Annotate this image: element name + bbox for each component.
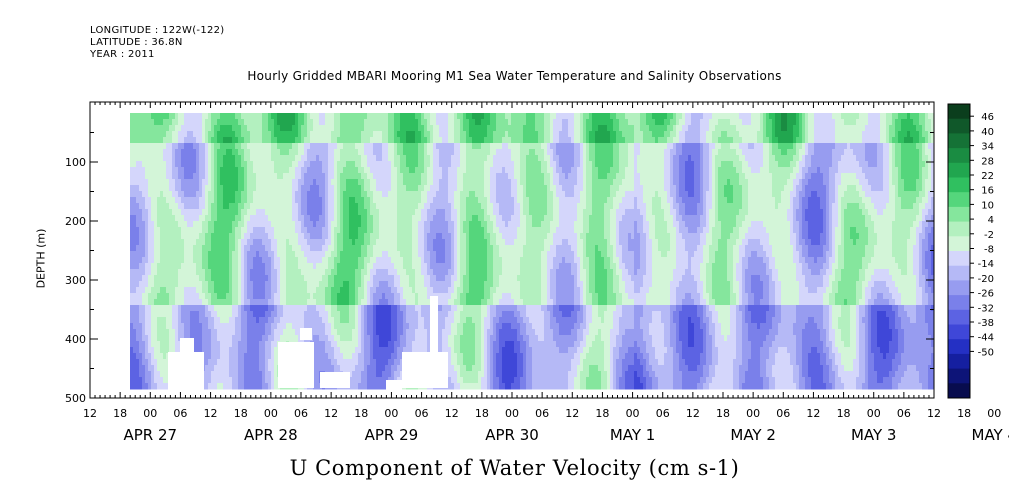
x-hour-label: 00 [505, 407, 519, 420]
colorbar-swatch [948, 353, 970, 369]
x-hour-label: 18 [595, 407, 609, 420]
x-hour-label: 12 [565, 407, 579, 420]
colorbar-swatch [948, 265, 970, 281]
x-hour-label: 18 [957, 407, 971, 420]
x-hour-label: 18 [475, 407, 489, 420]
colorbar-swatch [948, 221, 970, 237]
x-hour-label: 06 [656, 407, 670, 420]
colorbar-label: -8 [984, 245, 994, 256]
x-date-label: MAY 1 [610, 426, 656, 444]
colorbar-swatch [948, 251, 970, 267]
colorbar-swatch [948, 118, 970, 134]
colorbar-swatch [948, 177, 970, 193]
x-hour-label: 00 [264, 407, 278, 420]
colorbar-label: 34 [981, 142, 994, 153]
longitude-label: LONGITUDE : 122W(-122) [90, 25, 225, 36]
x-hour-label: 00 [987, 407, 1001, 420]
colorbar-label: -38 [978, 318, 994, 329]
colorbar-swatch [948, 324, 970, 340]
y-tick-label: 200 [65, 215, 86, 228]
colorbar-label: -2 [984, 230, 994, 241]
colorbar-swatch [948, 383, 970, 399]
colorbar-label: 22 [981, 171, 994, 182]
colorbar-swatch [948, 192, 970, 208]
x-hour-label: 06 [776, 407, 790, 420]
colorbar-frame [947, 103, 971, 399]
x-hour-label: 06 [535, 407, 549, 420]
x-hour-label: 12 [806, 407, 820, 420]
x-hour-label: 06 [415, 407, 429, 420]
colorbar-label: 10 [981, 200, 994, 211]
x-hour-label: 12 [686, 407, 700, 420]
x-hour-label: 18 [234, 407, 248, 420]
x-hour-label: 12 [83, 407, 97, 420]
year-label: YEAR : 2011 [90, 49, 155, 60]
colorbar-label: -26 [978, 289, 994, 300]
colorbar-swatch [948, 206, 970, 222]
colorbar-label: 16 [981, 186, 994, 197]
x-hour-label: 06 [173, 407, 187, 420]
chart-title: Hourly Gridded MBARI Mooring M1 Sea Wate… [247, 69, 782, 83]
colorbar-swatch [948, 280, 970, 296]
colorbar-label: -20 [978, 274, 994, 285]
colorbar-label: -14 [978, 259, 994, 270]
x-hour-label: 12 [324, 407, 338, 420]
y-tick-label: 100 [65, 156, 86, 169]
x-date-label: MAY 3 [851, 426, 897, 444]
x-hour-label: 18 [354, 407, 368, 420]
colorbar-swatch [948, 162, 970, 178]
x-hour-label: 00 [143, 407, 157, 420]
x-hour-label: 12 [927, 407, 941, 420]
colorbar: 46 40 34 28 22 16 10 4 -2 -8 -14 -20 -26 -32 -38 -44 -50 [947, 103, 994, 399]
colorbar-label: 28 [981, 156, 994, 167]
y-tick-label: 400 [65, 333, 86, 346]
colorbar-label: -32 [978, 303, 994, 314]
x-date-label: MAY 2 [730, 426, 776, 444]
x-axis-label: U Component of Water Velocity (cm s-1) [289, 456, 740, 480]
x-hour-label: 00 [384, 407, 398, 420]
x-hour-label: 18 [113, 407, 127, 420]
latitude-label: LATITUDE : 36.8N [90, 37, 183, 48]
x-date-label: APR 28 [244, 426, 298, 444]
x-date-label: APR 27 [123, 426, 177, 444]
colorbar-swatch [948, 236, 970, 252]
colorbar-swatch [948, 104, 970, 120]
colorbar-label: 40 [981, 127, 994, 138]
heatmap-field [130, 113, 935, 390]
x-hour-label: 00 [746, 407, 760, 420]
colorbar-swatch [948, 309, 970, 325]
colorbar-label: 4 [988, 215, 994, 226]
x-date-label: APR 29 [365, 426, 419, 444]
x-hour-label: 18 [716, 407, 730, 420]
colorbar-swatch [948, 339, 970, 355]
colorbar-swatch [948, 368, 970, 384]
x-date-label: APR 30 [485, 426, 539, 444]
colorbar-label: -50 [978, 347, 994, 358]
x-hour-label: 18 [837, 407, 851, 420]
x-hour-label: 12 [204, 407, 218, 420]
y-tick-label: 500 [65, 392, 86, 405]
colorbar-swatch [948, 148, 970, 164]
x-hour-label: 00 [867, 407, 881, 420]
colorbar-label: -44 [978, 333, 994, 344]
x-date-label: MAY 4 [972, 426, 1009, 444]
colorbar-label: 46 [981, 112, 994, 123]
x-hour-label: 06 [897, 407, 911, 420]
colorbar-swatch [948, 295, 970, 311]
y-tick-label: 300 [65, 274, 86, 287]
x-hour-label: 00 [626, 407, 640, 420]
x-hour-label: 12 [445, 407, 459, 420]
x-hour-label: 06 [294, 407, 308, 420]
colorbar-swatch [948, 133, 970, 149]
